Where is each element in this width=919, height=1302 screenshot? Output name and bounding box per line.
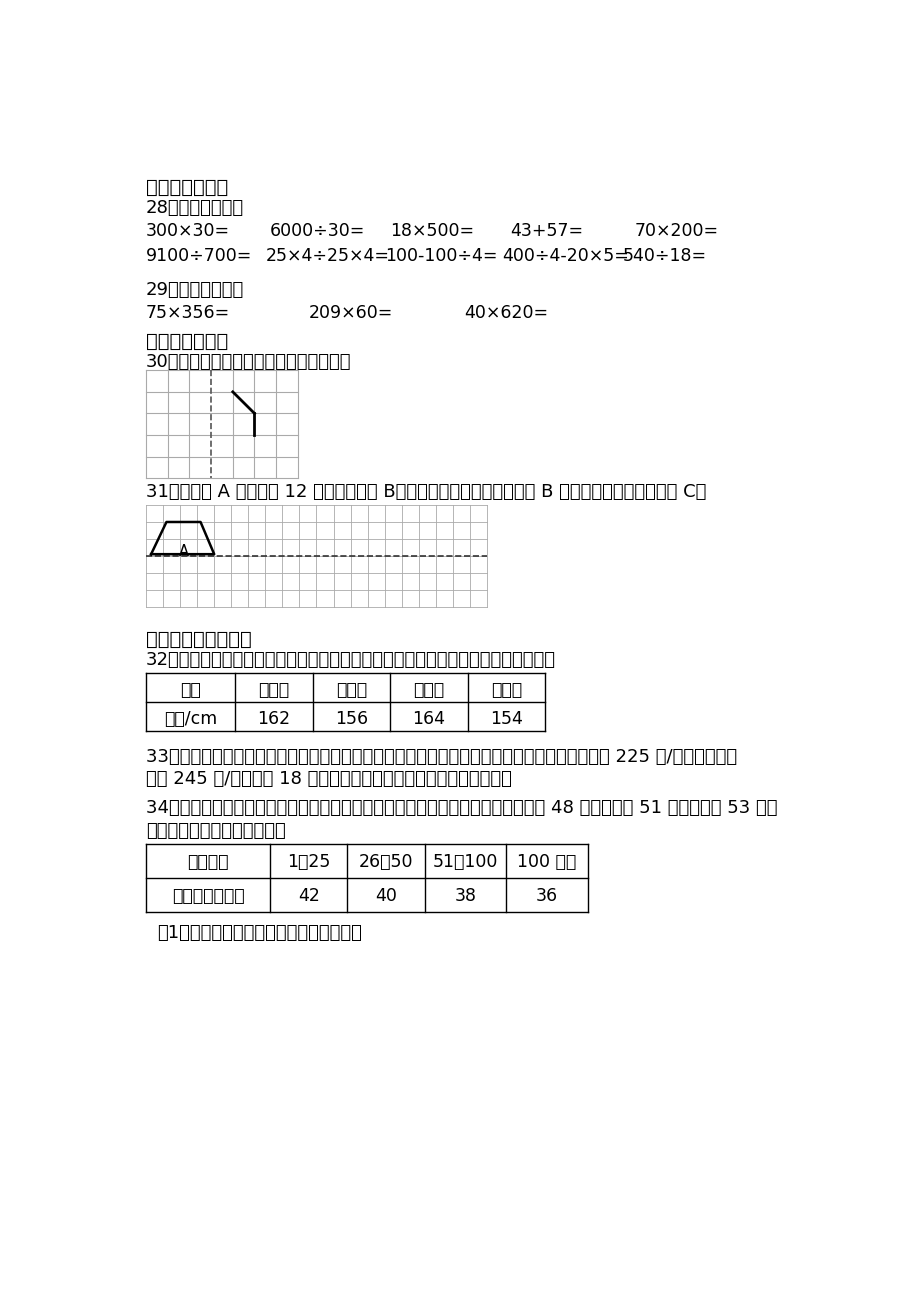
Text: 100 以上: 100 以上: [516, 853, 576, 871]
Text: 成绩/cm: 成绩/cm: [164, 710, 217, 728]
Text: 164: 164: [412, 710, 445, 728]
Text: 100-100÷4=: 100-100÷4=: [384, 247, 496, 266]
Text: 1～25: 1～25: [287, 853, 330, 871]
Text: 五、图形与统计: 五、图形与统计: [146, 332, 228, 350]
Text: 第４次: 第４次: [490, 681, 521, 699]
Text: 75×356=: 75×356=: [146, 305, 230, 322]
Text: 26～50: 26～50: [358, 853, 413, 871]
Text: 38: 38: [454, 887, 476, 905]
Text: 第３次: 第３次: [413, 681, 444, 699]
Text: 6000÷30=: 6000÷30=: [269, 221, 365, 240]
Text: 154: 154: [490, 710, 522, 728]
Text: 40×620=: 40×620=: [463, 305, 548, 322]
Text: 300×30=: 300×30=: [146, 221, 230, 240]
Text: A: A: [178, 544, 188, 559]
Text: 34．红旗小学组织四年级同学去南京梅花山参观游览。四年级共有三个班，一班有 48 人，二班有 51 人，三班有 53 人。: 34．红旗小学组织四年级同学去南京梅花山参观游览。四年级共有三个班，一班有 48…: [146, 799, 777, 818]
Text: 31．把图形 A 向右移动 12 格后得到图形 B，再以虚线为对称轴画出图形 B 的轴对称图形，得到图形 C。: 31．把图形 A 向右移动 12 格后得到图形 B，再以虚线为对称轴画出图形 B…: [146, 483, 706, 501]
Text: 32．下面是小华四次跳远练习的成绩统计表。小华四次跳远的平均成绩是多少厘米？: 32．下面是小华四次跳远练习的成绩统计表。小华四次跳远的平均成绩是多少厘米？: [146, 651, 555, 669]
Text: （1）如果每个班各自买票，共需多少钱？: （1）如果每个班各自买票，共需多少钱？: [157, 924, 362, 941]
Text: 度是 245 米/分，经过 18 分钟两人相遇。水库四周的道路长多少米？: 度是 245 米/分，经过 18 分钟两人相遇。水库四周的道路长多少米？: [146, 769, 511, 788]
Text: 第２次: 第２次: [335, 681, 367, 699]
Text: 70×200=: 70×200=: [633, 221, 718, 240]
Text: 540÷18=: 540÷18=: [622, 247, 706, 266]
Text: 每人票价（元）: 每人票价（元）: [172, 887, 244, 905]
Text: 40: 40: [375, 887, 397, 905]
Text: 51～100: 51～100: [433, 853, 498, 871]
Text: 43+57=: 43+57=: [510, 221, 583, 240]
Text: 梅花山的收费价格规定如下：: 梅花山的收费价格规定如下：: [146, 823, 286, 840]
Text: 400÷4-20×5=: 400÷4-20×5=: [502, 247, 629, 266]
Text: 购票人数: 购票人数: [187, 853, 229, 871]
Text: 30．画一画，补全下面这个轴对称图形。: 30．画一画，补全下面这个轴对称图形。: [146, 353, 351, 371]
Text: 28．直接写出得数: 28．直接写出得数: [146, 199, 244, 216]
Text: 18×500=: 18×500=: [390, 221, 473, 240]
Text: 156: 156: [335, 710, 368, 728]
Text: 162: 162: [257, 710, 290, 728]
Text: 9100÷700=: 9100÷700=: [146, 247, 252, 266]
Text: 六、生活中的数学。: 六、生活中的数学。: [146, 630, 252, 648]
Text: 次数: 次数: [180, 681, 200, 699]
Text: 42: 42: [298, 887, 319, 905]
Text: 25×4÷25×4=: 25×4÷25×4=: [266, 247, 390, 266]
Text: 36: 36: [536, 887, 558, 905]
Text: 四、仔细计算。: 四、仔细计算。: [146, 178, 228, 197]
Text: 29．用竖式计算。: 29．用竖式计算。: [146, 281, 244, 299]
Text: 第１次: 第１次: [258, 681, 289, 699]
Text: 209×60=: 209×60=: [309, 305, 392, 322]
Text: 33．李军和王亮沿着水库四周的道路跑步，他们从同一地点同时出发，反向而行，李军的速度是 225 米/分，王亮的速: 33．李军和王亮沿着水库四周的道路跑步，他们从同一地点同时出发，反向而行，李军的…: [146, 749, 736, 767]
